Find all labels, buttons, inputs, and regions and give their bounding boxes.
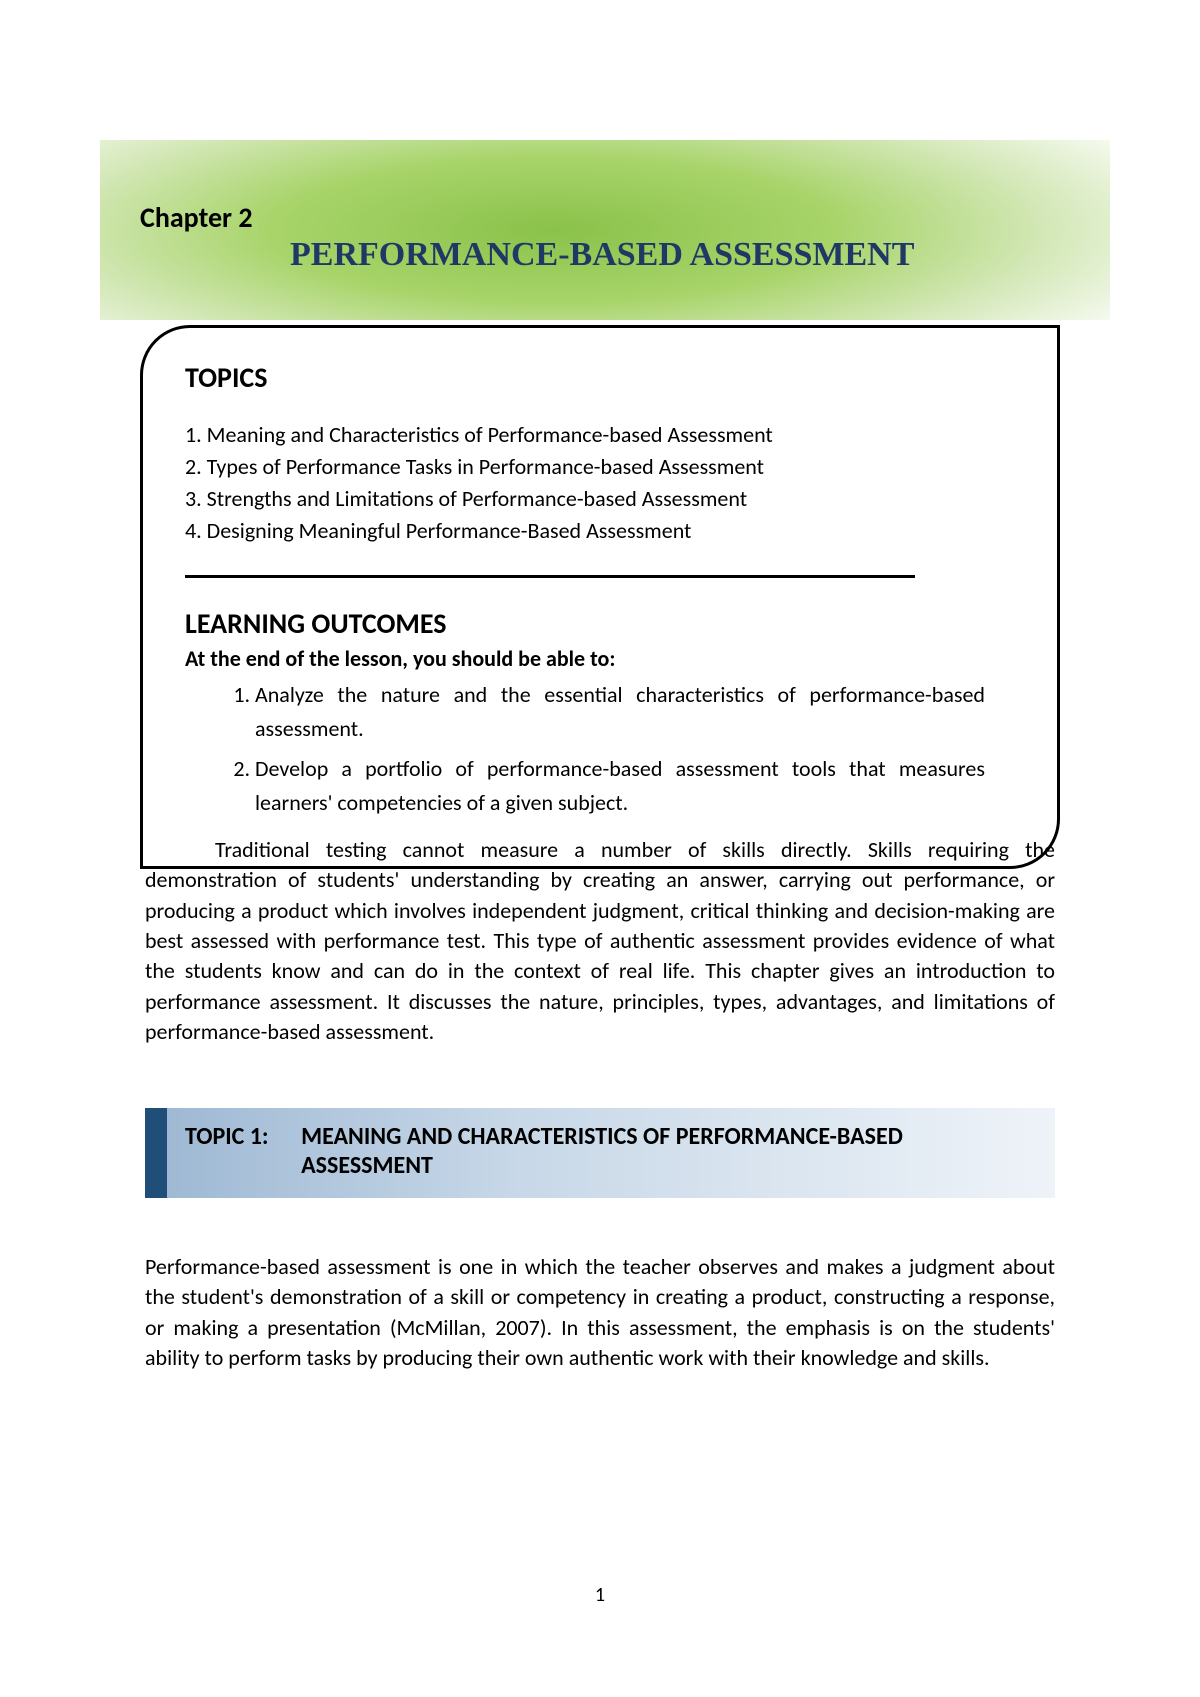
intro-paragraph: Traditional testing cannot measure a num… (145, 835, 1055, 1048)
body-paragraph: Performance-based assessment is one in w… (145, 1252, 1055, 1373)
topic-banner-accent (145, 1108, 167, 1198)
section-divider (185, 575, 915, 578)
chapter-label: Chapter 2 (140, 200, 253, 235)
outcomes-heading: LEARNING OUTCOMES (185, 606, 1015, 641)
outcomes-subheading: At the end of the lesson, you should be … (185, 645, 1015, 672)
topics-outcomes-box: TOPICS 1. Meaning and Characteristics of… (140, 325, 1060, 869)
main-title: PERFORMANCE-BASED ASSESSMENT (290, 236, 914, 274)
topic-number-text: TOPIC 1: (185, 1122, 269, 1151)
topic-1-banner: TOPIC 1: MEANING AND CHARACTERISTICS OF … (145, 1108, 1055, 1198)
topics-list: 1. Meaning and Characteristics of Perfor… (185, 419, 1015, 547)
topics-heading: TOPICS (185, 360, 1015, 395)
topic-item: 1. Meaning and Characteristics of Perfor… (185, 419, 1015, 451)
topic-item: 2. Types of Performance Tasks in Perform… (185, 451, 1015, 483)
outcomes-list: Analyze the nature and the essential cha… (185, 678, 1015, 820)
outcome-item: Develop a portfolio of performance-based… (255, 752, 1015, 820)
page-number: 1 (0, 1583, 1200, 1607)
topic-item: 4. Designing Meaningful Performance-Base… (185, 515, 1015, 547)
topic-title: MEANING AND CHARACTERISTICS OF PERFORMAN… (301, 1122, 1035, 1184)
topic-banner-body: TOPIC 1: MEANING AND CHARACTERISTICS OF … (167, 1108, 1055, 1198)
topic-item: 3. Strengths and Limitations of Performa… (185, 483, 1015, 515)
outcome-item: Analyze the nature and the essential cha… (255, 678, 1015, 746)
topic-number: TOPIC 1: (185, 1122, 301, 1184)
